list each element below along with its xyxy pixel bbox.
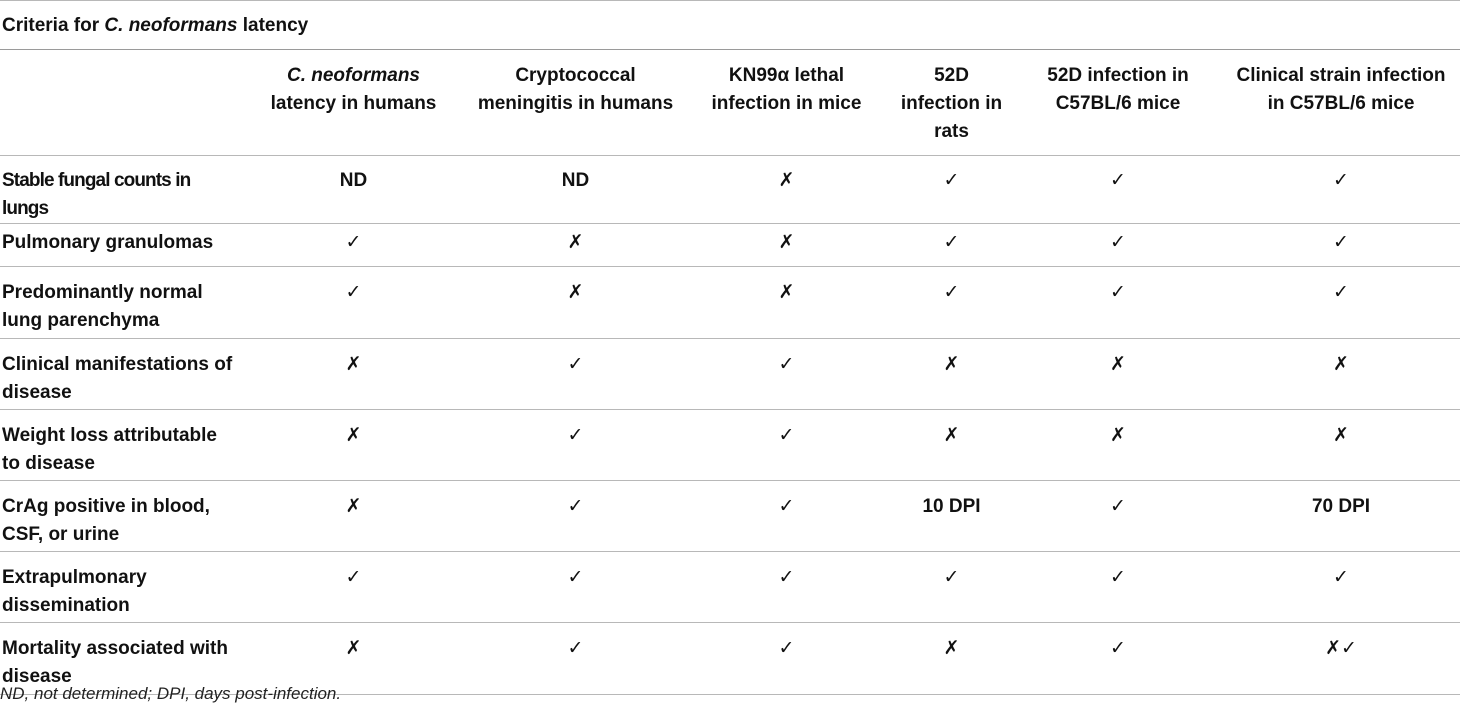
- table-cell: ✗: [889, 338, 1014, 410]
- table-cell: ND: [467, 155, 684, 224]
- table-cell: ✓: [240, 223, 467, 267]
- table-cell: ✓: [889, 551, 1014, 623]
- table-cell: ✓: [889, 223, 1014, 267]
- table-cell: ✓: [1222, 551, 1460, 623]
- table-cell: ✗: [467, 223, 684, 267]
- table-cell: ✓: [1014, 223, 1222, 267]
- table-cell: ✗: [240, 409, 467, 481]
- table-cell: ✓: [1014, 266, 1222, 339]
- table-caption: Criteria for C. neoformans latency: [0, 0, 1460, 50]
- row-label: Clinical manifestations of disease: [0, 338, 240, 410]
- column-header: Cryptococcal meningitis in humans: [467, 50, 684, 156]
- table-row: Weight loss attributable to disease ✗ ✓ …: [0, 409, 1460, 481]
- table-cell: ✗: [889, 622, 1014, 695]
- table-cell: ✓: [1222, 223, 1460, 267]
- table-cell: ✗: [889, 409, 1014, 481]
- caption-prefix: Criteria for: [2, 15, 105, 36]
- column-header: Clinical strain infection in C57BL/6 mice: [1222, 50, 1460, 156]
- row-label: Predominantly normal lung parenchyma: [0, 266, 240, 339]
- table-row: Pulmonary granulomas ✓ ✗ ✗ ✓ ✓ ✓: [0, 223, 1460, 267]
- table-cell: ✗: [1222, 338, 1460, 410]
- header-row: C. neoformans latency in humans Cryptococ…: [0, 50, 1460, 156]
- row-label: Stable fungal counts in lungs: [0, 155, 240, 224]
- table-cell: ✓: [240, 551, 467, 623]
- table-cell: ✓: [467, 622, 684, 695]
- latency-criteria-table: C. neoformans latency in humans Cryptococ…: [0, 50, 1460, 695]
- table-cell: ✗: [240, 622, 467, 695]
- table-cell: ✓: [684, 551, 889, 623]
- table-cell: ✓: [467, 338, 684, 410]
- table-cell: 70 DPI: [1222, 480, 1460, 552]
- table-cell: ✗: [1014, 338, 1222, 410]
- row-label: Extrapulmonary dissemination: [0, 551, 240, 623]
- table-row: Mortality associated with disease ✗ ✓ ✓ …: [0, 622, 1460, 695]
- table-row: Stable fungal counts in lungs ND ND ✗ ✓ …: [0, 155, 1460, 224]
- row-label: CrAg positive in blood, CSF, or urine: [0, 480, 240, 552]
- table-cell: ✓: [240, 266, 467, 339]
- table-cell: ✗: [240, 338, 467, 410]
- table-cell: ✓: [1014, 155, 1222, 224]
- table-footnote: ND, not determined; DPI, days post-infec…: [0, 684, 342, 703]
- table-cell: ✓: [889, 155, 1014, 224]
- table-cell: ND: [240, 155, 467, 224]
- column-header: 52D infection in rats: [889, 50, 1014, 156]
- table-cell: ✓: [684, 480, 889, 552]
- table-cell: ✓: [889, 266, 1014, 339]
- table-row: Clinical manifestations of disease ✗ ✓ ✓…: [0, 338, 1460, 410]
- table-cell: ✓: [467, 409, 684, 481]
- table-cell: ✗: [240, 480, 467, 552]
- row-label: Pulmonary granulomas: [0, 223, 240, 267]
- column-header: 52D infection in C57BL/6 mice: [1014, 50, 1222, 156]
- table-cell: ✓: [467, 551, 684, 623]
- table-cell: ✗: [684, 266, 889, 339]
- table-cell: ✓: [1222, 155, 1460, 224]
- table-cell: ✓: [467, 480, 684, 552]
- table-cell: ✓: [684, 338, 889, 410]
- table-cell: ✗: [684, 155, 889, 224]
- column-header: C. neoformans latency in humans: [240, 50, 467, 156]
- table-cell: ✓: [684, 622, 889, 695]
- caption-suffix: latency: [237, 15, 309, 36]
- table-row: CrAg positive in blood, CSF, or urine ✗ …: [0, 480, 1460, 552]
- table-row: Predominantly normal lung parenchyma ✓ ✗…: [0, 266, 1460, 339]
- table-cell: ✓: [1014, 551, 1222, 623]
- table-cell: ✓: [1014, 480, 1222, 552]
- row-label: Weight loss attributable to disease: [0, 409, 240, 481]
- row-label: Mortality associated with disease: [0, 622, 240, 695]
- table-cell: ✗: [467, 266, 684, 339]
- table-cell: ✗: [1222, 409, 1460, 481]
- table-cell: ✓: [684, 409, 889, 481]
- table-row: Extrapulmonary dissemination ✓ ✓ ✓ ✓ ✓ ✓: [0, 551, 1460, 623]
- table-cell: ✗✓: [1222, 622, 1460, 695]
- table-cell: ✗: [1014, 409, 1222, 481]
- table-cell: ✓: [1222, 266, 1460, 339]
- column-header: KN99α lethal infection in mice: [684, 50, 889, 156]
- table-cell: ✗: [684, 223, 889, 267]
- header-empty: [0, 50, 240, 156]
- table-cell: 10 DPI: [889, 480, 1014, 552]
- table-cell: ✓: [1014, 622, 1222, 695]
- caption-species: C. neoformans: [104, 15, 238, 36]
